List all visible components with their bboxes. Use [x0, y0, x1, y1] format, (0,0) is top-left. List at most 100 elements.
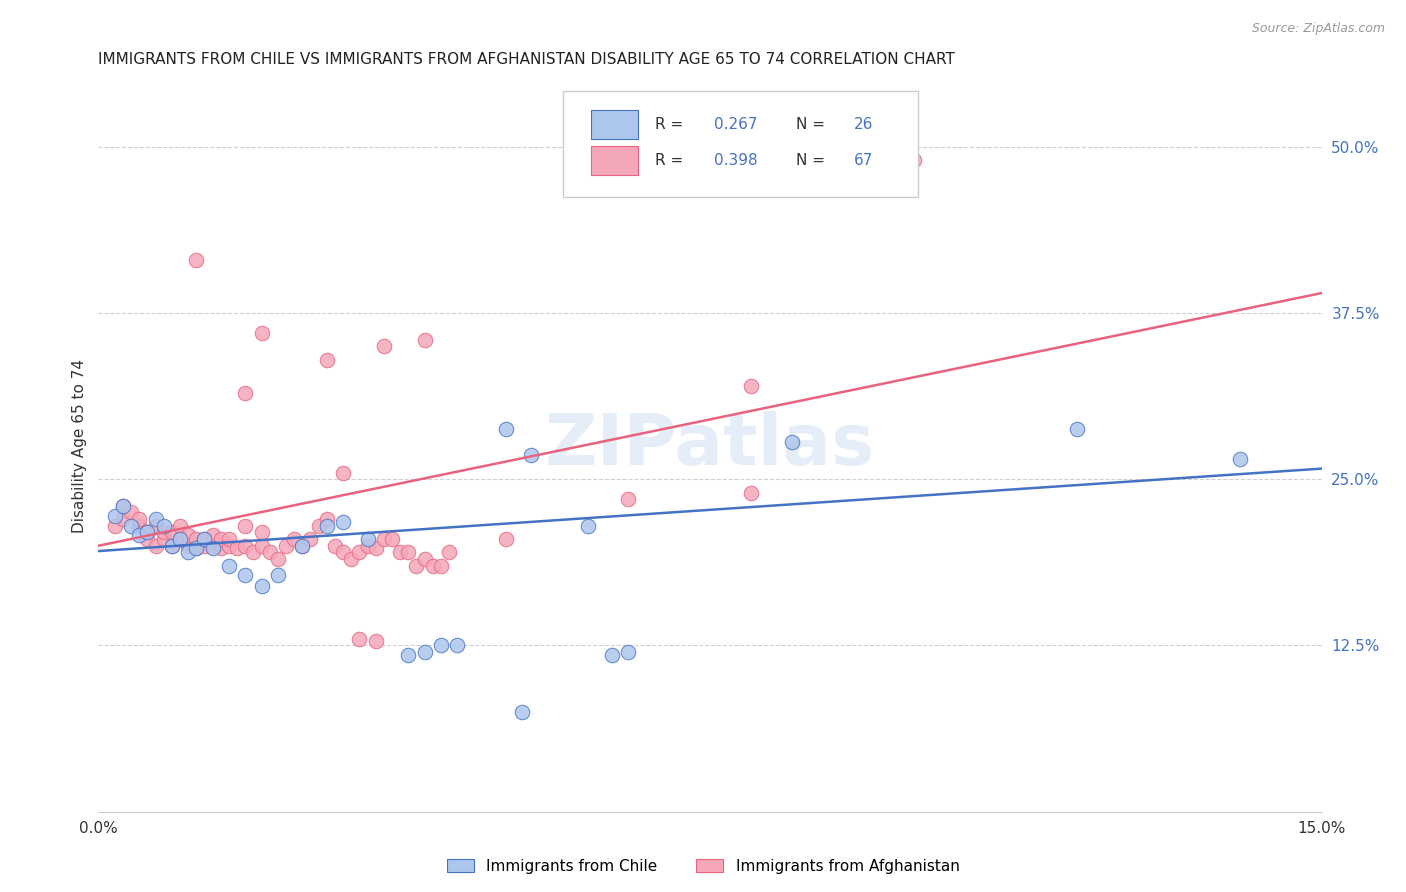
Point — [209, 541, 232, 556]
Text: Source: ZipAtlas.com: Source: ZipAtlas.com — [1251, 22, 1385, 36]
Point — [145, 512, 167, 526]
Point — [169, 532, 191, 546]
Point — [259, 545, 281, 559]
Point — [349, 545, 371, 559]
Text: N =: N = — [796, 117, 830, 132]
Point — [169, 518, 191, 533]
Point — [340, 552, 363, 566]
Point — [186, 541, 208, 556]
Point — [291, 539, 314, 553]
Point — [283, 532, 305, 546]
Point — [120, 506, 142, 520]
Y-axis label: Disability Age 65 to 74: Disability Age 65 to 74 — [72, 359, 87, 533]
Point — [193, 532, 215, 546]
Point — [1066, 422, 1088, 436]
Point — [740, 379, 762, 393]
Point — [617, 492, 640, 507]
Point — [233, 385, 256, 400]
FancyBboxPatch shape — [564, 91, 918, 197]
Point — [299, 532, 322, 546]
Point — [308, 518, 330, 533]
Point — [356, 539, 378, 553]
Point — [332, 466, 354, 480]
Point — [373, 532, 395, 546]
Point — [396, 545, 419, 559]
Text: R =: R = — [655, 117, 688, 132]
Point — [364, 541, 387, 556]
Point — [209, 532, 232, 546]
Point — [315, 512, 337, 526]
Point — [120, 518, 142, 533]
Point — [576, 518, 599, 533]
Text: 67: 67 — [855, 153, 873, 169]
Point — [218, 558, 240, 573]
Point — [446, 639, 468, 653]
Point — [193, 532, 215, 546]
Point — [160, 525, 183, 540]
Point — [186, 252, 208, 267]
Point — [437, 545, 460, 559]
Point — [617, 645, 640, 659]
Point — [291, 539, 314, 553]
Point — [430, 639, 453, 653]
Point — [315, 352, 337, 367]
Point — [405, 558, 427, 573]
Text: R =: R = — [655, 153, 688, 169]
Point — [381, 532, 404, 546]
Point — [740, 485, 762, 500]
Point — [349, 632, 371, 646]
Point — [136, 525, 159, 540]
Point — [145, 539, 167, 553]
Point — [413, 552, 436, 566]
Text: ZIPatlas: ZIPatlas — [546, 411, 875, 481]
Point — [136, 532, 159, 546]
Text: 0.267: 0.267 — [714, 117, 758, 132]
Point — [250, 579, 273, 593]
Point — [274, 539, 297, 553]
Point — [136, 525, 159, 540]
Point — [111, 512, 134, 526]
Point — [128, 528, 150, 542]
Point — [323, 539, 346, 553]
Text: IMMIGRANTS FROM CHILE VS IMMIGRANTS FROM AFGHANISTAN DISABILITY AGE 65 TO 74 COR: IMMIGRANTS FROM CHILE VS IMMIGRANTS FROM… — [98, 52, 955, 67]
Point — [128, 512, 150, 526]
Point — [104, 509, 127, 524]
Point — [512, 705, 534, 719]
Point — [250, 525, 273, 540]
Point — [152, 525, 174, 540]
Point — [201, 541, 224, 556]
Point — [396, 648, 419, 662]
Point — [364, 634, 387, 648]
Point — [218, 539, 240, 553]
Point — [250, 539, 273, 553]
Point — [193, 539, 215, 553]
Point — [152, 532, 174, 546]
Text: 0.398: 0.398 — [714, 153, 758, 169]
Point — [242, 545, 264, 559]
Point — [332, 515, 354, 529]
Point — [201, 528, 224, 542]
Point — [389, 545, 412, 559]
Point — [519, 448, 541, 462]
Point — [160, 539, 183, 553]
Point — [422, 558, 444, 573]
Point — [152, 518, 174, 533]
FancyBboxPatch shape — [592, 146, 638, 176]
Point — [495, 532, 517, 546]
Point — [250, 326, 273, 340]
Point — [430, 558, 453, 573]
Point — [600, 648, 623, 662]
Point — [356, 532, 378, 546]
Point — [780, 435, 803, 450]
Point — [169, 532, 191, 546]
Point — [233, 518, 256, 533]
Point — [186, 532, 208, 546]
Point — [177, 539, 200, 553]
Point — [373, 339, 395, 353]
Legend: Immigrants from Chile, Immigrants from Afghanistan: Immigrants from Chile, Immigrants from A… — [440, 853, 966, 880]
Point — [226, 541, 249, 556]
Text: N =: N = — [796, 153, 830, 169]
Point — [201, 539, 224, 553]
Point — [177, 545, 200, 559]
Point — [903, 153, 925, 167]
